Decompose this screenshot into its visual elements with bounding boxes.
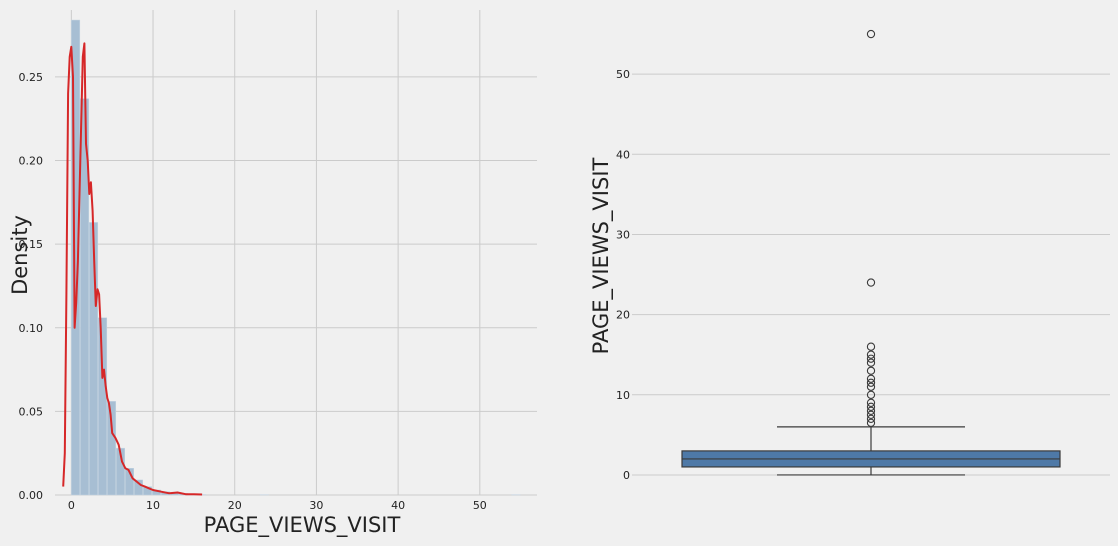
boxplot-y-tick-label: 30 <box>616 228 630 241</box>
boxplot-y-tick-label: 50 <box>616 68 630 81</box>
histogram-x-tick-label: 40 <box>391 499 405 512</box>
outlier-point <box>866 278 876 287</box>
boxplot-box-group <box>681 426 1061 476</box>
boxplot-panel: 0 10 20 30 40 50 PAGE_VIEWS_VISIT <box>589 29 1110 482</box>
boxplot-grid <box>632 73 1110 476</box>
histogram-bars <box>71 19 521 496</box>
histogram-x-tick-label: 0 <box>68 499 75 512</box>
histogram-x-tick-label: 10 <box>146 499 160 512</box>
histogram-bar <box>116 447 126 496</box>
histogram-y-tick-labels: 0.00 0.05 0.10 0.15 0.20 0.25 <box>19 71 44 502</box>
kde-curve-group <box>62 42 203 496</box>
outlier-point <box>866 378 876 387</box>
kde-line <box>62 42 203 496</box>
histogram-y-tick-label: 0.15 <box>19 238 44 251</box>
outlier-point <box>866 418 876 428</box>
boxplot-outliers <box>866 29 876 428</box>
outlier-point <box>866 350 876 359</box>
histogram-x-tick-label: 20 <box>228 499 242 512</box>
histogram-y-axis-title: Density <box>8 215 32 295</box>
boxplot-y-tick-labels: 0 10 20 30 40 50 <box>616 68 630 482</box>
boxplot-y-axis-title: PAGE_VIEWS_VISIT <box>589 157 614 354</box>
histogram-y-tick-label: 0.10 <box>19 322 44 335</box>
histogram-x-tick-label: 30 <box>309 499 323 512</box>
histogram-bar <box>98 317 108 496</box>
outlier-point <box>866 406 876 415</box>
histogram-bar <box>133 479 143 496</box>
outlier-point <box>866 366 876 375</box>
boxplot-y-tick-label: 20 <box>616 309 630 322</box>
histogram-x-axis-title: PAGE_VIEWS_VISIT <box>204 513 401 538</box>
histogram-bar <box>125 467 134 496</box>
histogram-y-tick-label: 0.20 <box>19 155 44 168</box>
histogram-y-tick-label: 0.00 <box>19 489 44 502</box>
outlier-point <box>866 382 876 391</box>
outlier-point <box>866 358 876 367</box>
histogram-bar <box>107 401 117 496</box>
boxplot-y-tick-label: 0 <box>623 469 630 482</box>
outlier-point <box>866 410 876 419</box>
histogram-panel: 0 10 20 30 40 50 0.00 0.05 0.10 0.15 0.20 0.25 PAG… <box>8 10 537 538</box>
histogram-grid <box>55 10 537 496</box>
histogram-y-tick-label: 0.25 <box>19 71 44 84</box>
outlier-point <box>866 390 876 399</box>
outlier-point <box>866 29 876 39</box>
outlier-point <box>866 402 876 411</box>
outlier-point <box>866 354 876 363</box>
outlier-point <box>866 398 876 407</box>
outlier-point <box>866 374 876 383</box>
boxplot-y-tick-label: 10 <box>616 389 630 402</box>
histogram-y-tick-label: 0.05 <box>19 405 44 418</box>
histogram-x-tick-label: 50 <box>473 499 487 512</box>
histogram-x-tick-labels: 0 10 20 30 40 50 <box>68 499 487 512</box>
outlier-point <box>866 414 876 423</box>
histogram-bar <box>71 19 81 496</box>
outlier-point <box>866 342 876 351</box>
boxplot-y-tick-label: 40 <box>616 148 630 161</box>
